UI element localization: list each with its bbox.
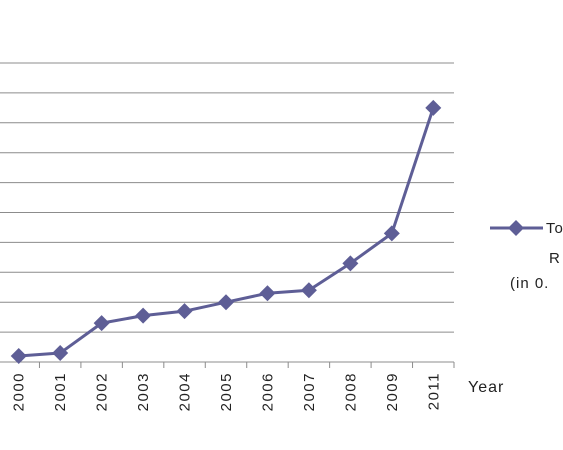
x-tick-labels: 2000 2001 2002 2003 2004 2005 2006 2007 2008 2009… (11, 372, 443, 411)
data-point-marker (10, 348, 27, 365)
x-tick-label: 2000 (11, 372, 28, 411)
series-group (10, 99, 442, 365)
data-point-marker (425, 99, 442, 116)
legend-line-2: R (549, 250, 561, 267)
data-point-marker (135, 307, 152, 324)
x-axis-label: Year (468, 379, 504, 396)
data-point-marker (176, 303, 193, 320)
x-tick-label: 2007 (301, 372, 318, 411)
legend: To R (in 0. (490, 220, 563, 292)
x-tick-label: 2002 (94, 372, 111, 411)
data-point-marker (342, 255, 359, 272)
data-point-marker (52, 345, 69, 362)
gridlines (0, 62, 454, 333)
x-tick-label: 2005 (218, 372, 235, 411)
axes (0, 361, 455, 368)
data-point-marker (259, 285, 276, 302)
x-tick-label: 2006 (259, 372, 276, 411)
x-tick-label: 2004 (177, 372, 194, 411)
x-tick-label: 2008 (342, 372, 359, 411)
legend-line-3: (in 0. (510, 275, 549, 292)
data-point-marker (300, 282, 317, 299)
data-point-marker (93, 315, 110, 332)
legend-line-1: To (546, 220, 563, 237)
series-line (18, 107, 435, 358)
legend-marker-diamond-icon (508, 220, 524, 236)
x-tick-label: 2003 (135, 372, 152, 411)
data-point-marker (383, 225, 400, 242)
x-tick-label: 2011 (425, 372, 442, 410)
data-point-marker (218, 294, 234, 311)
x-tick-label: 2001 (52, 372, 69, 411)
x-tick-label: 2009 (384, 372, 401, 411)
